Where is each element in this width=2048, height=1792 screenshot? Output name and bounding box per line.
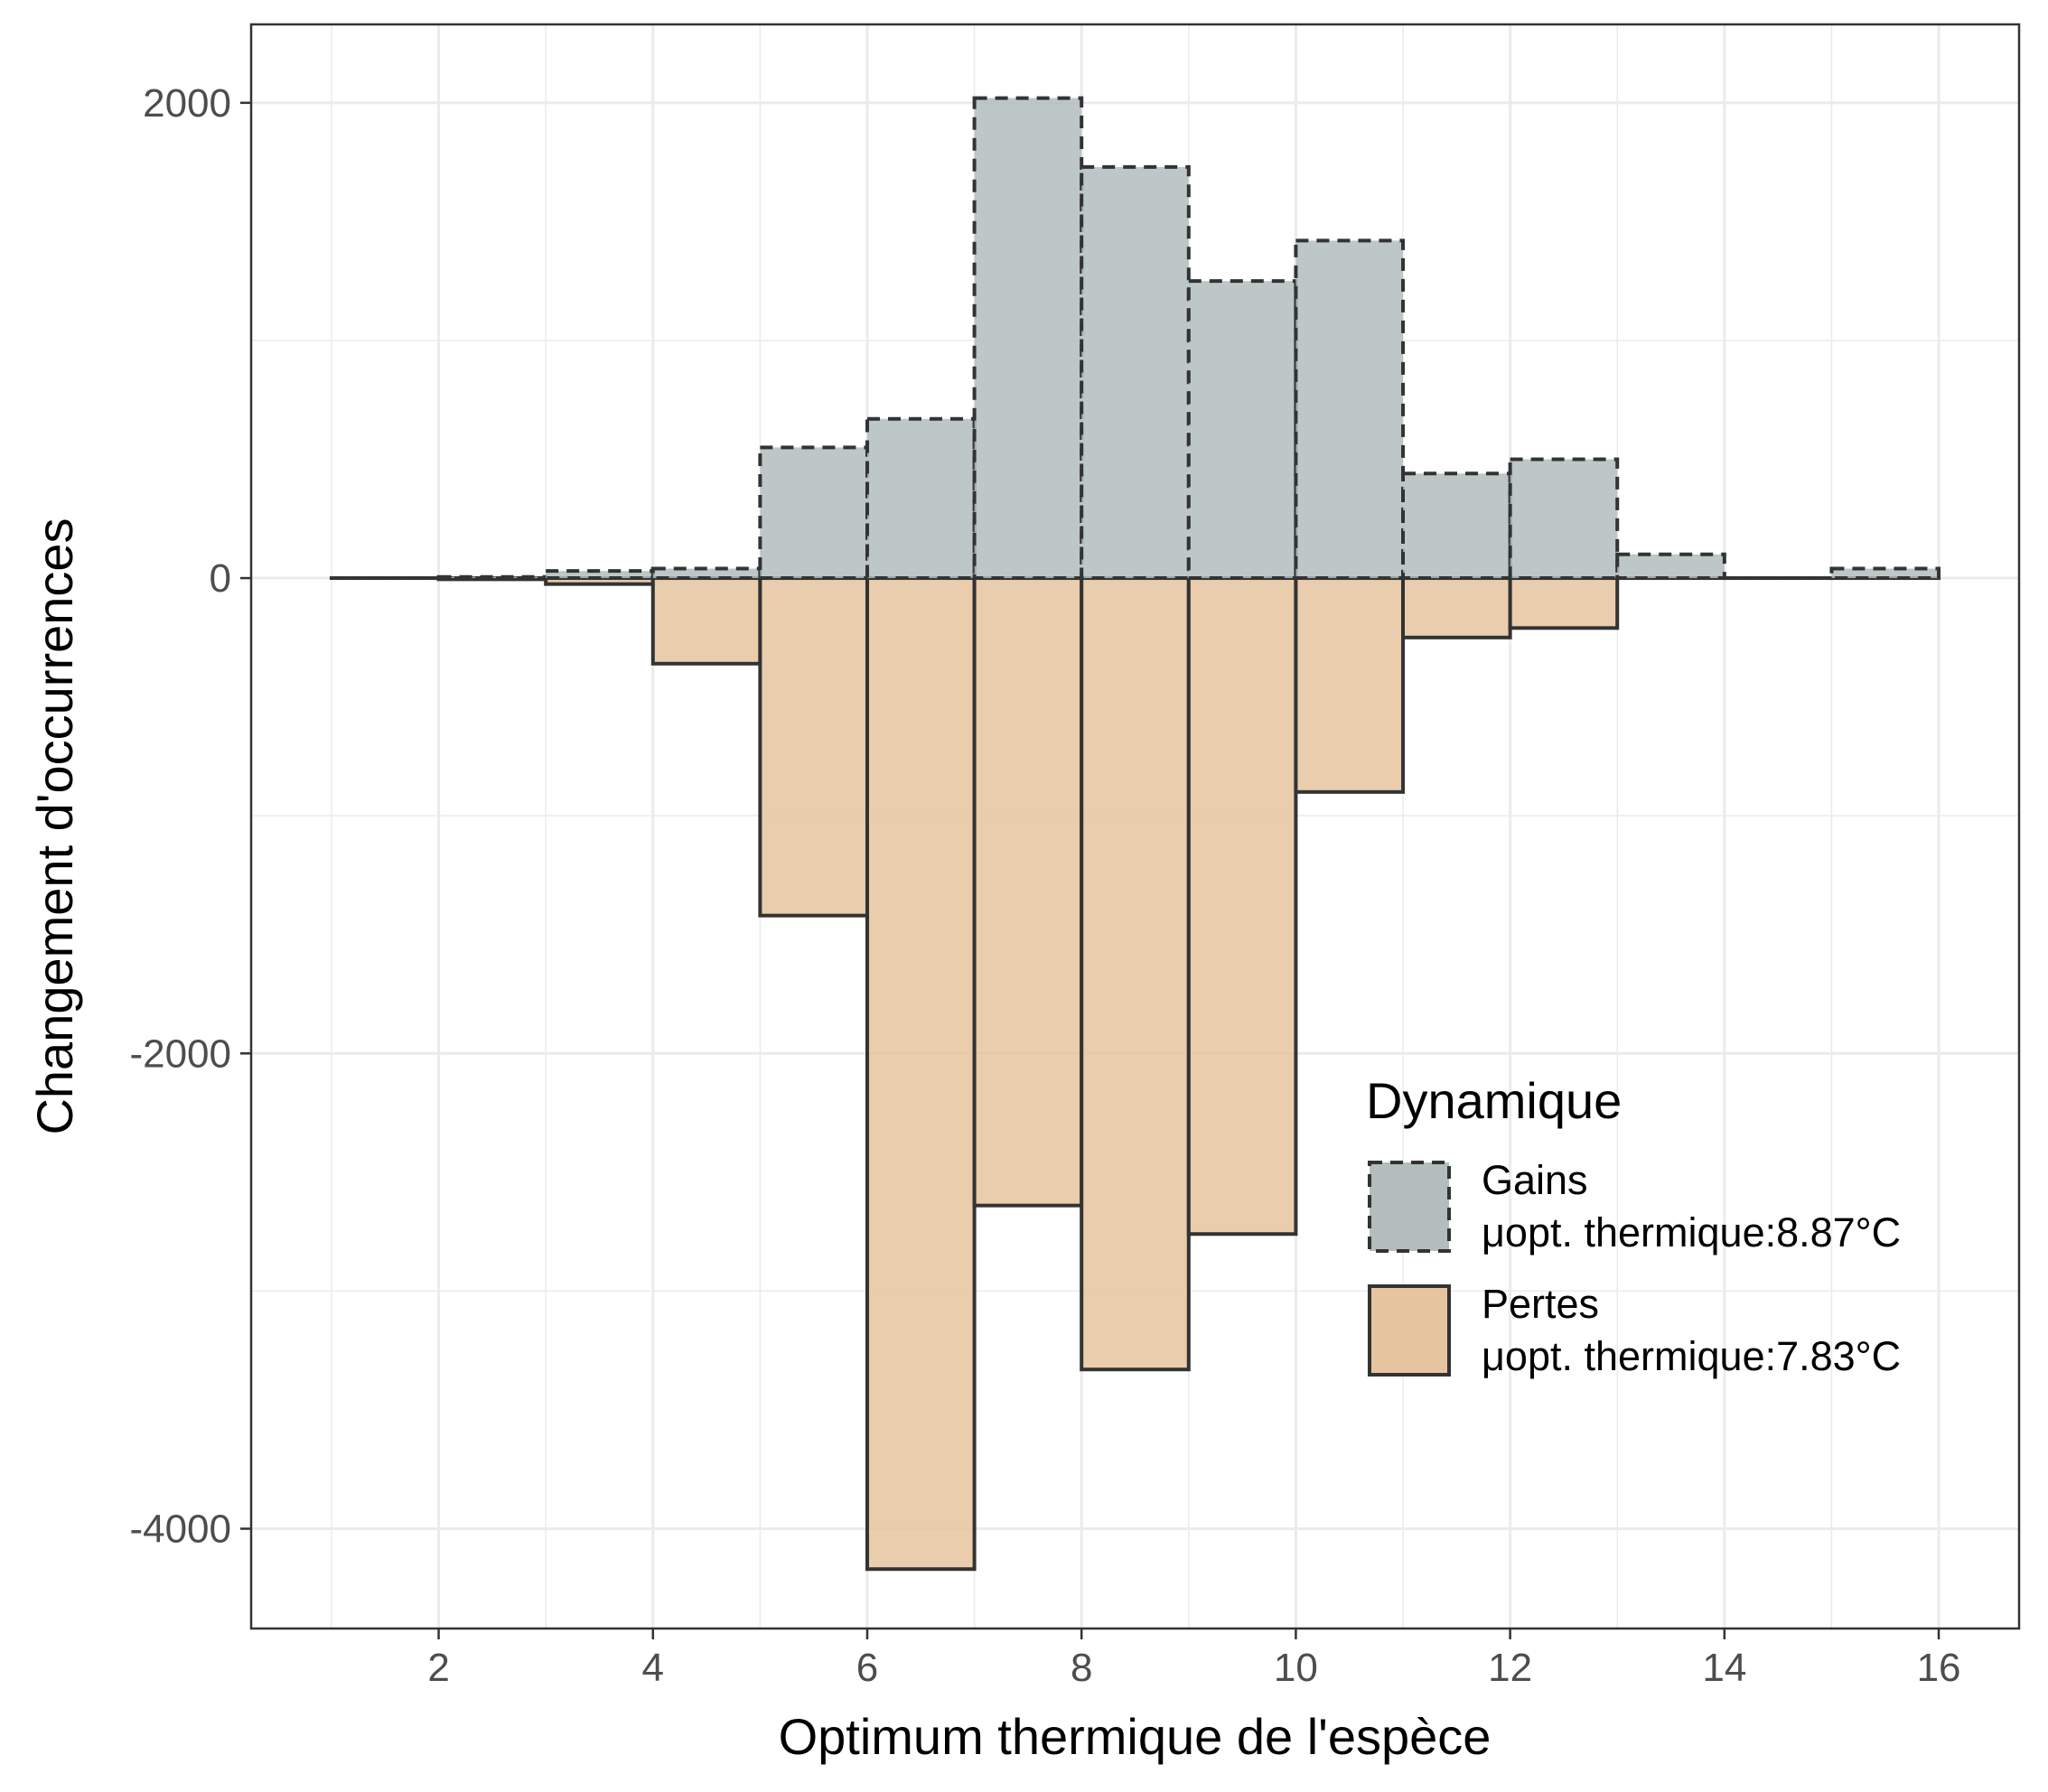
bar-gains	[650, 566, 762, 581]
legend-sublabel-gains: μopt. thermique:8.87°C	[1482, 1209, 1901, 1255]
x-tick-label: 2	[427, 1646, 449, 1690]
y-tick-label: -2000	[129, 1031, 231, 1076]
bar-pertes	[1186, 576, 1298, 1237]
legend-label-pertes: Pertes	[1482, 1281, 1599, 1327]
bar-pertes	[1294, 576, 1406, 794]
x-tick-label: 16	[1917, 1646, 1961, 1690]
y-tick-label: -4000	[129, 1507, 231, 1551]
legend-key-gains	[1368, 1161, 1451, 1253]
x-tick-label: 8	[1071, 1646, 1092, 1690]
y-tick-label: 2000	[143, 81, 231, 126]
bars	[329, 96, 1941, 1572]
bar-gains	[436, 574, 548, 581]
x-axis-title: Optimum thermique de l'espèce	[779, 1708, 1492, 1765]
legend-title: Dynamique	[1366, 1072, 1622, 1129]
legend-sublabel-pertes: μopt. thermique:7.83°C	[1482, 1333, 1901, 1379]
y-tick-label: 0	[210, 556, 231, 601]
x-tick-label: 4	[642, 1646, 664, 1690]
bar-gains	[1080, 164, 1191, 581]
bar-pertes	[758, 576, 869, 918]
x-tick-label: 14	[1702, 1646, 1746, 1690]
bar-gains	[1186, 279, 1298, 581]
x-tick-label: 12	[1488, 1646, 1532, 1690]
panel-border	[249, 23, 2021, 1630]
legend-label-gains: Gains	[1482, 1157, 1588, 1203]
legend-key-pertes	[1368, 1284, 1451, 1377]
bar-gains	[1508, 457, 1620, 581]
bar-gains	[1829, 566, 1941, 581]
y-axis-title: Changement d'occurrences	[26, 518, 83, 1134]
bar-pertes	[1080, 576, 1191, 1372]
bar-gains	[758, 445, 869, 581]
bar-gains	[972, 96, 1084, 581]
bar-pertes	[972, 576, 1084, 1208]
bar-pertes	[1508, 576, 1620, 630]
x-tick-label: 10	[1274, 1646, 1318, 1690]
bar-gains	[1294, 238, 1406, 581]
axis-ticks: 2 4 6 8 10 12 14 16 -4000 -2000 0 2000	[129, 81, 1960, 1690]
bar-gains	[1615, 552, 1726, 581]
legend: Dynamique Gains μopt. thermique:8.87°C P…	[1366, 1072, 1901, 1379]
bar-pertes	[865, 576, 977, 1572]
x-tick-label: 6	[856, 1646, 878, 1690]
bar-pertes	[650, 576, 762, 666]
bar-gains	[865, 416, 977, 581]
bar-pertes	[1401, 576, 1512, 639]
bar-gains	[544, 569, 655, 581]
bar-gains	[1401, 471, 1512, 581]
